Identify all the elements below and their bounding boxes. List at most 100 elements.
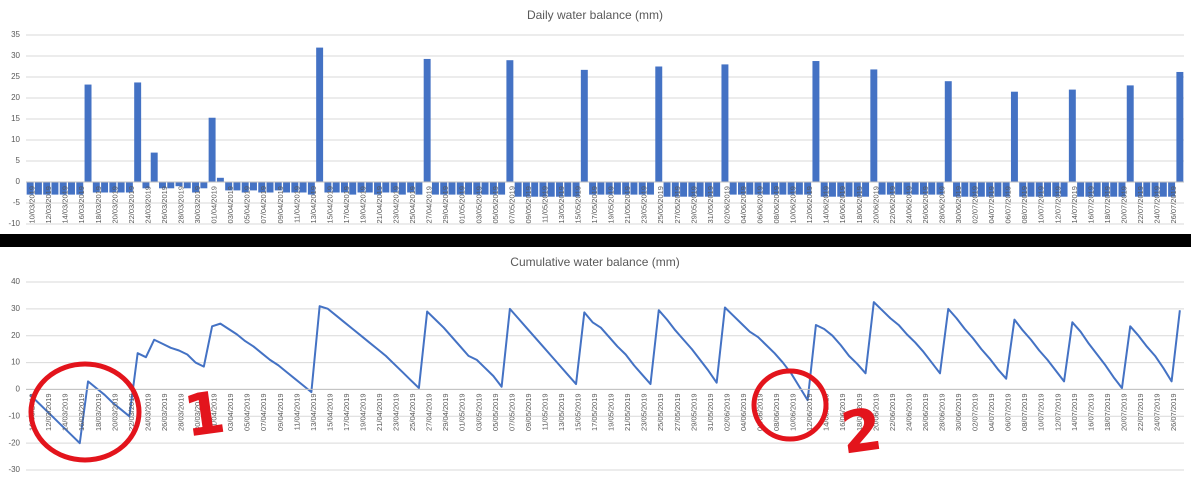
x-tick-label: 26/03/2019 (160, 393, 169, 431)
bar (994, 182, 1002, 197)
bar (1019, 182, 1027, 197)
x-tick-label: 10/06/2019 (789, 393, 798, 431)
bar (1159, 182, 1167, 197)
bar (258, 182, 266, 193)
x-tick-label: 17/05/2019 (590, 186, 599, 224)
bar (721, 64, 729, 182)
x-tick-label: 10/06/2019 (789, 186, 798, 224)
x-tick-label: 18/03/2019 (94, 186, 103, 224)
bar (1027, 182, 1035, 197)
x-tick-label: 21/04/2019 (375, 186, 384, 224)
x-tick-label: 07/05/2019 (507, 186, 516, 224)
bar (440, 182, 448, 195)
bar (878, 182, 886, 195)
bar (340, 182, 348, 193)
x-tick-label: 16/03/2019 (77, 393, 86, 431)
bar (613, 182, 621, 195)
x-tick-label: 03/04/2019 (226, 186, 235, 224)
x-tick-label: 08/07/2019 (1020, 393, 1029, 431)
x-tick-label: 21/04/2019 (375, 393, 384, 431)
x-tick-label: 06/07/2019 (1004, 393, 1013, 431)
x-tick-label: 17/04/2019 (342, 186, 351, 224)
x-tick-label: 06/06/2019 (756, 393, 765, 431)
x-tick-label: 03/05/2019 (474, 393, 483, 431)
x-tick-label: 31/05/2019 (706, 393, 715, 431)
bar (415, 182, 423, 195)
bar (398, 182, 406, 195)
x-tick-label: 01/05/2019 (458, 186, 467, 224)
bar (1151, 182, 1159, 197)
y-tick-label: -30 (8, 465, 20, 474)
y-tick-label: 40 (11, 277, 20, 286)
x-tick-label: 01/04/2019 (210, 393, 219, 431)
x-tick-label: 10/07/2019 (1037, 393, 1046, 431)
bar (895, 182, 903, 195)
x-tick-label: 04/07/2019 (987, 186, 996, 224)
bar (92, 182, 100, 193)
bar (919, 182, 927, 195)
x-tick-label: 23/05/2019 (640, 393, 649, 431)
x-tick-label: 28/06/2019 (937, 186, 946, 224)
x-tick-label: 21/05/2019 (623, 393, 632, 431)
x-tick-label: 16/07/2019 (1086, 393, 1095, 431)
bar (473, 182, 481, 195)
x-tick-label: 05/05/2019 (491, 186, 500, 224)
bar (696, 182, 704, 197)
x-tick-label: 26/07/2019 (1169, 393, 1178, 431)
bar (1044, 182, 1051, 197)
x-tick-label: 18/06/2019 (855, 393, 864, 431)
x-tick-label: 09/04/2019 (276, 186, 285, 224)
bar (1093, 182, 1101, 197)
x-tick-label: 06/07/2019 (1004, 186, 1013, 224)
bar (514, 182, 522, 197)
y-tick-label: -5 (13, 198, 21, 207)
x-tick-label: 27/05/2019 (673, 393, 682, 431)
bar (316, 47, 324, 182)
bar (249, 182, 257, 191)
bar (84, 84, 92, 182)
x-tick-label: 22/06/2019 (888, 393, 897, 431)
x-tick-label: 12/06/2019 (805, 393, 814, 431)
x-tick-label: 14/07/2019 (1070, 393, 1079, 431)
bar (1060, 182, 1068, 197)
x-tick-label: 09/04/2019 (276, 393, 285, 431)
bar (357, 182, 365, 193)
x-tick-label: 20/06/2019 (871, 393, 880, 431)
bar (539, 182, 547, 197)
x-tick-label: 23/04/2019 (392, 186, 401, 224)
x-tick-label: 05/04/2019 (243, 186, 252, 224)
y-tick-label: 20 (11, 331, 20, 340)
x-tick-label: 27/04/2019 (425, 186, 434, 224)
annotation: 2 (837, 395, 886, 468)
bar (771, 182, 779, 195)
x-tick-label: 22/07/2019 (1136, 186, 1145, 224)
bar (1176, 71, 1184, 182)
x-tick-label: 30/06/2019 (954, 393, 963, 431)
bar (845, 182, 853, 197)
x-tick-label: 23/04/2019 (392, 393, 401, 431)
bar (597, 182, 605, 195)
x-tick-label: 11/05/2019 (540, 393, 549, 430)
bar (167, 182, 175, 189)
y-tick-label: 30 (11, 304, 20, 313)
x-tick-label: 20/03/2019 (110, 186, 119, 224)
bar (688, 182, 696, 197)
bar (977, 182, 985, 197)
x-tick-label: 12/06/2019 (805, 186, 814, 224)
chart-title: Daily water balance (mm) (527, 8, 663, 22)
x-tick-label: 22/03/2019 (127, 186, 136, 224)
x-tick-label: 24/07/2019 (1153, 186, 1162, 224)
bar (1168, 182, 1176, 197)
x-tick-label: 08/07/2019 (1020, 186, 1029, 224)
x-tick-label: 18/07/2019 (1103, 393, 1112, 431)
x-tick-label: 28/06/2019 (937, 393, 946, 431)
bar (59, 182, 67, 195)
x-tick-label: 15/04/2019 (325, 393, 334, 431)
bar (1068, 89, 1076, 182)
bar (787, 182, 795, 195)
x-tick-label: 23/05/2019 (640, 186, 649, 224)
x-tick-label: 24/03/2019 (143, 186, 152, 224)
x-tick-label: 29/05/2019 (689, 186, 698, 224)
y-tick-label: 30 (11, 51, 20, 60)
x-tick-label: 09/05/2019 (524, 393, 533, 431)
